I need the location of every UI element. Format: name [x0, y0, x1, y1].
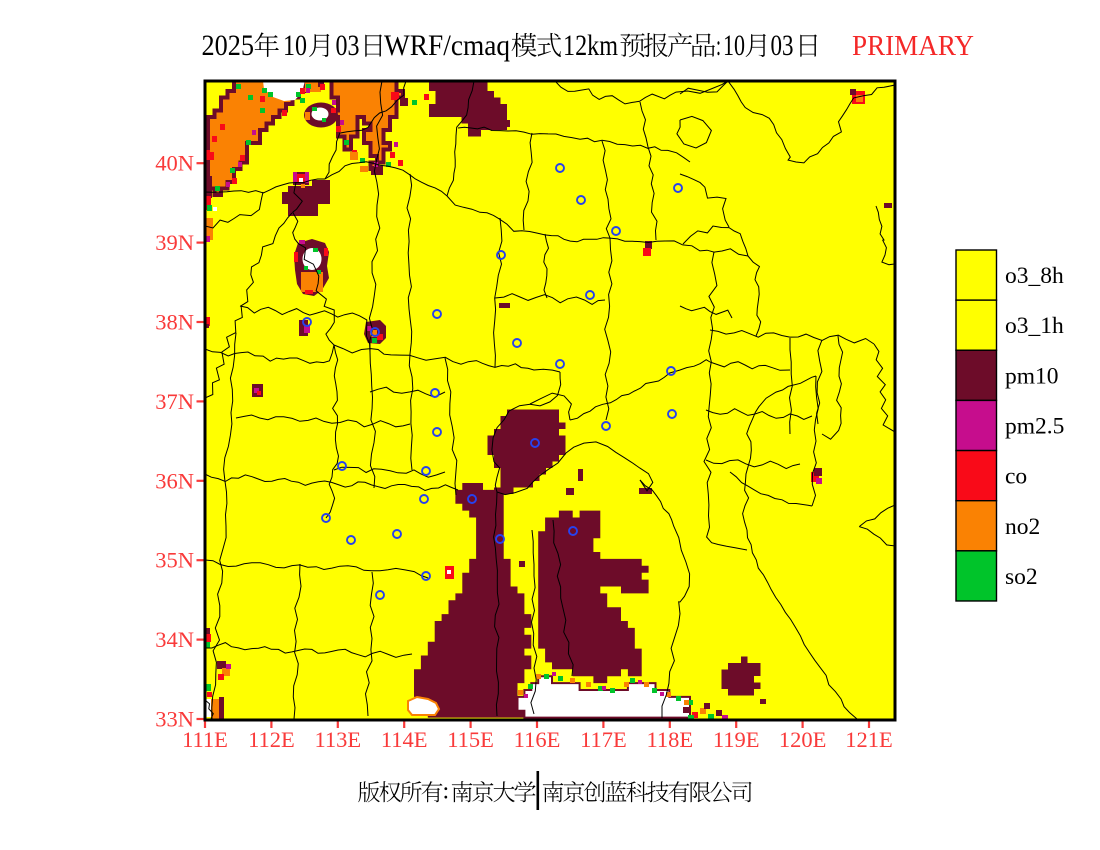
svg-text:120E: 120E	[779, 727, 827, 752]
svg-text:pm10: pm10	[1005, 363, 1059, 389]
svg-text:117E: 117E	[580, 727, 627, 752]
svg-text:PRIMARY: PRIMARY	[852, 30, 974, 62]
svg-text::: :	[443, 779, 450, 805]
svg-text:36N: 36N	[155, 468, 194, 493]
svg-text:112E: 112E	[248, 727, 295, 752]
svg-text:40N: 40N	[155, 151, 194, 176]
svg-text:33N: 33N	[155, 707, 194, 732]
svg-text:39N: 39N	[155, 230, 194, 255]
svg-text:so2: so2	[1005, 564, 1038, 590]
svg-text:121E: 121E	[845, 727, 893, 752]
svg-text:pm2.5: pm2.5	[1005, 414, 1064, 440]
svg-text:119E: 119E	[713, 727, 760, 752]
svg-text:03: 03	[336, 29, 360, 62]
svg-text:113E: 113E	[314, 727, 361, 752]
svg-text:115E: 115E	[447, 727, 494, 752]
svg-text:10: 10	[283, 29, 307, 62]
svg-text:o3_1h: o3_1h	[1005, 313, 1064, 339]
svg-text:111E: 111E	[182, 727, 228, 752]
svg-text:38N: 38N	[155, 310, 194, 335]
svg-text:118E: 118E	[646, 727, 693, 752]
svg-text:116E: 116E	[514, 727, 561, 752]
svg-text:no2: no2	[1005, 514, 1040, 540]
svg-text:co: co	[1005, 464, 1027, 490]
svg-text::: :	[716, 29, 721, 62]
svg-text:WRF/cmaq: WRF/cmaq	[384, 29, 510, 62]
svg-text:10: 10	[723, 29, 745, 62]
svg-text:37N: 37N	[155, 389, 194, 414]
svg-text:35N: 35N	[155, 548, 194, 573]
svg-text:2025: 2025	[202, 29, 255, 62]
svg-text:34N: 34N	[155, 627, 194, 652]
svg-text:o3_8h: o3_8h	[1005, 263, 1064, 289]
svg-text:03: 03	[771, 29, 794, 62]
svg-text:12km: 12km	[563, 29, 618, 62]
svg-text:114E: 114E	[381, 727, 428, 752]
